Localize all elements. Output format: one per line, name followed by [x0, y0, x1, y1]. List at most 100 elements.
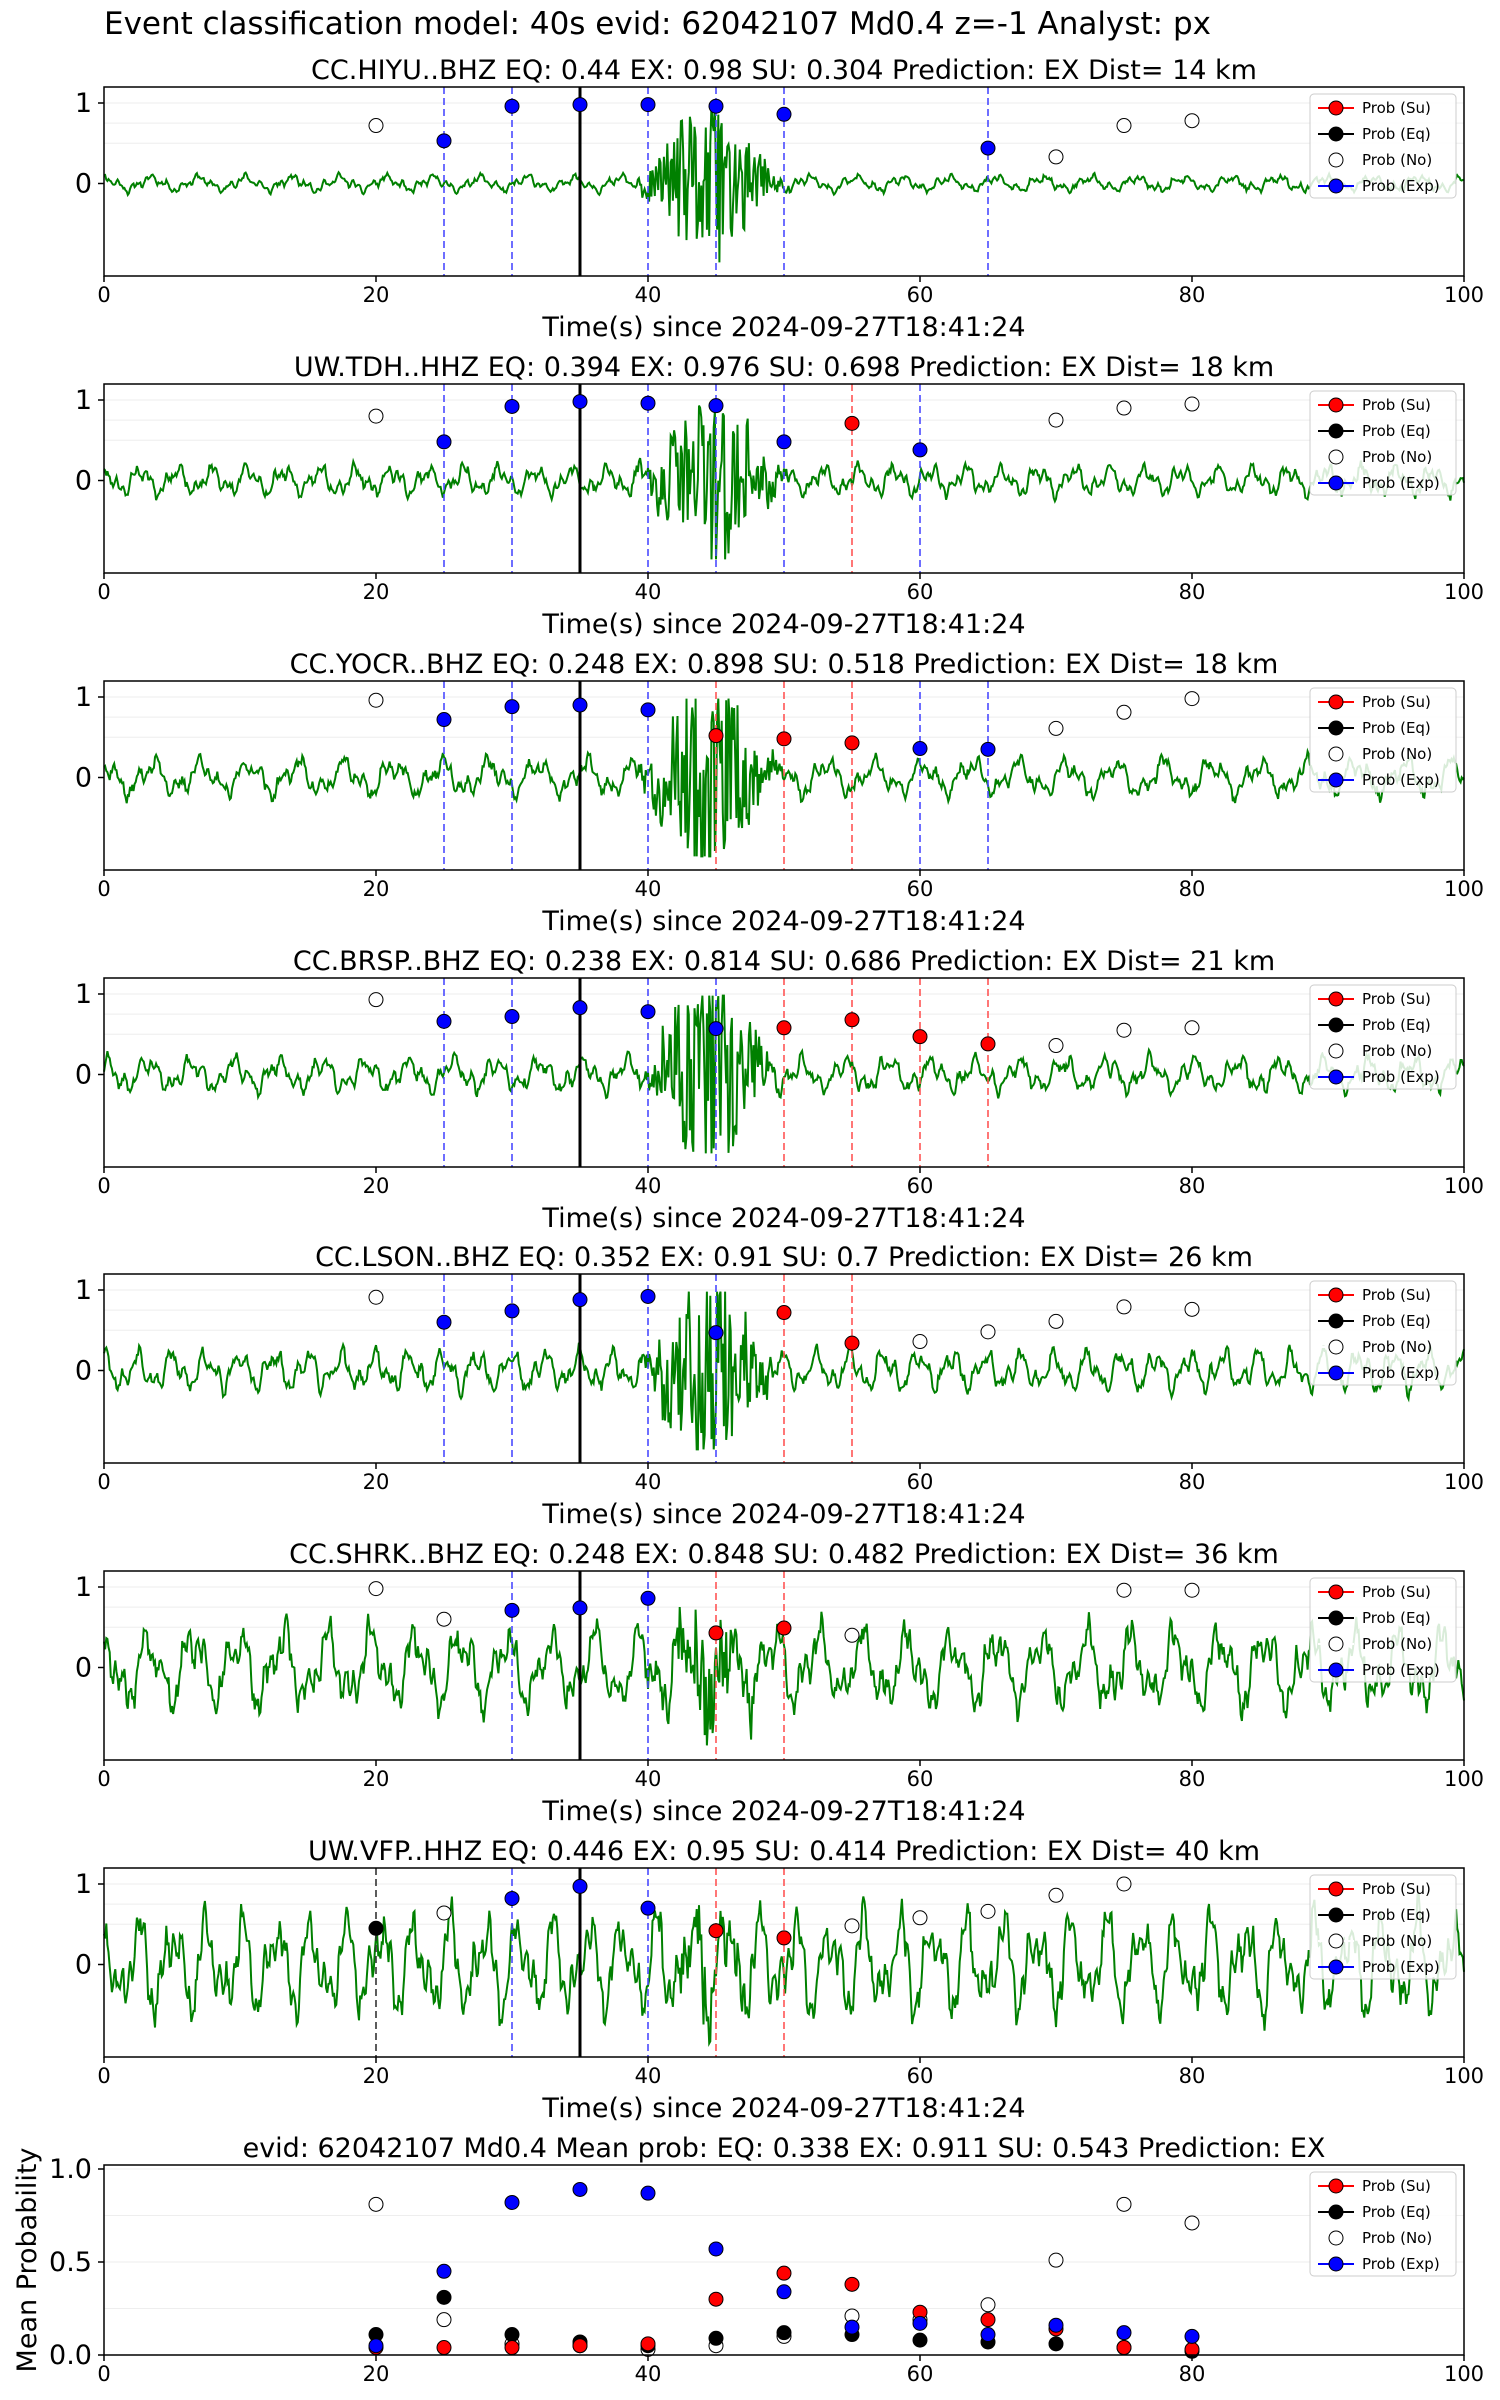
prob-exp-point — [640, 1900, 656, 1916]
x-tick-label: 100 — [1444, 877, 1484, 901]
legend-marker-su — [1328, 100, 1344, 116]
prob-no-point — [1116, 1022, 1132, 1038]
mean-exp-point — [1116, 2325, 1132, 2341]
x-tick-label: 40 — [635, 2064, 662, 2088]
x-tick-label: 40 — [635, 1470, 662, 1494]
prob-exp-point — [572, 1878, 588, 1894]
legend-label-eq: Prob (Eq) — [1362, 422, 1431, 440]
x-tick-label: 60 — [907, 283, 934, 307]
prob-su-point — [776, 1930, 792, 1946]
legend-box — [1309, 1577, 1457, 1683]
prob-exp-point — [572, 394, 588, 410]
panel-title: CC.SHRK..BHZ EQ: 0.248 EX: 0.848 SU: 0.4… — [289, 1539, 1279, 1570]
mean-exp-point — [640, 2185, 656, 2201]
y-tick-label: 1 — [75, 682, 92, 713]
legend-label-exp: Prob (Exp) — [1362, 177, 1440, 195]
x-axis-label: Time(s) since 2024-09-27T18:41:24 — [541, 1203, 1025, 1234]
axes-frame — [103, 86, 1465, 277]
x-tick-label: 0 — [97, 1767, 110, 1791]
prob-no-point — [1116, 1299, 1132, 1315]
legend-label-su: Prob (Su) — [1362, 1880, 1431, 1898]
axes-frame — [103, 383, 1465, 574]
y-tick-label: 1.0 — [49, 2154, 92, 2185]
legend-label-su: Prob (Su) — [1362, 693, 1431, 711]
legend-label-no: Prob (No) — [1362, 745, 1432, 763]
legend-label-exp: Prob (Exp) — [1362, 474, 1440, 492]
x-tick-label: 80 — [1179, 1767, 1206, 1791]
axes-frame — [103, 1867, 1465, 2058]
prob-exp-point — [708, 1325, 724, 1341]
x-axis-label: Time(s) since 2024-09-27T18:41:24 — [541, 906, 1025, 937]
prob-su-point — [844, 415, 860, 431]
legend-marker-su — [1328, 991, 1344, 1007]
prob-no-point — [368, 1581, 384, 1597]
legend-marker-exp — [1328, 1662, 1344, 1678]
x-tick-label: 20 — [363, 2362, 390, 2386]
legend-label-exp: Prob (Exp) — [1362, 1958, 1440, 1976]
prob-exp-point — [640, 1004, 656, 1020]
prob-exp-point — [912, 442, 928, 458]
x-tick-label: 20 — [363, 1470, 390, 1494]
mean-exp-point — [980, 2327, 996, 2343]
prob-no-point — [436, 1611, 452, 1627]
prob-exp-point — [708, 1021, 724, 1037]
legend-marker-eq — [1328, 126, 1344, 142]
y-tick-label: 0 — [75, 1950, 92, 1981]
legend-marker-su — [1328, 2178, 1344, 2194]
x-tick-label: 20 — [363, 580, 390, 604]
prob-no-point — [436, 1905, 452, 1921]
mean-eq-point — [776, 2325, 792, 2341]
legend-marker-no — [1328, 1339, 1344, 1355]
legend-marker-exp — [1328, 178, 1344, 194]
prob-exp-point — [504, 1890, 520, 1906]
y-tick-label: 0 — [75, 1356, 92, 1387]
x-tick-label: 80 — [1179, 1174, 1206, 1198]
prob-eq-point — [368, 1920, 384, 1936]
x-tick-label: 20 — [363, 283, 390, 307]
legend-marker-no — [1328, 1636, 1344, 1652]
mean-su-point — [844, 2276, 860, 2292]
waveform-trace — [103, 994, 1465, 1154]
x-tick-label: 0 — [97, 2064, 110, 2088]
legend-label-su: Prob (Su) — [1362, 2177, 1431, 2195]
prob-no-point — [1048, 720, 1064, 736]
prob-exp-point — [640, 395, 656, 411]
y-tick-label: 1 — [75, 1572, 92, 1603]
y-tick-label: 1 — [75, 88, 92, 119]
legend-label-no: Prob (No) — [1362, 1932, 1432, 1950]
prob-no-point — [912, 1910, 928, 1926]
legend-box — [1309, 2171, 1457, 2277]
legend-label-no: Prob (No) — [1362, 1635, 1432, 1653]
prob-exp-point — [980, 140, 996, 156]
x-axis-label: Time(s) since 2024-09-27T18:41:24 — [541, 1796, 1025, 1827]
panel-title: CC.YOCR..BHZ EQ: 0.248 EX: 0.898 SU: 0.5… — [290, 649, 1279, 680]
mean-su-point — [572, 2338, 588, 2354]
prob-exp-point — [504, 398, 520, 414]
x-tick-label: 100 — [1444, 580, 1484, 604]
x-tick-label: 100 — [1444, 2362, 1484, 2386]
mean-no-point — [1184, 2215, 1200, 2231]
prob-no-point — [368, 1289, 384, 1305]
prob-exp-point — [640, 1590, 656, 1606]
prob-exp-point — [436, 1013, 452, 1029]
legend-marker-no — [1328, 152, 1344, 168]
legend-label-no: Prob (No) — [1362, 448, 1432, 466]
mean-su-point — [708, 2291, 724, 2307]
legend-label-no: Prob (No) — [1362, 2229, 1432, 2247]
legend-box — [1309, 984, 1457, 1090]
panel-title: CC.LSON..BHZ EQ: 0.352 EX: 0.91 SU: 0.7 … — [315, 1242, 1253, 1273]
y-tick-label: 0.0 — [49, 2340, 92, 2371]
x-tick-label: 100 — [1444, 2064, 1484, 2088]
x-tick-label: 0 — [97, 2362, 110, 2386]
legend-label-eq: Prob (Eq) — [1362, 2203, 1431, 2221]
legend-box — [1309, 93, 1457, 199]
legend-label-eq: Prob (Eq) — [1362, 1312, 1431, 1330]
legend-marker-exp — [1328, 1365, 1344, 1381]
legend-label-eq: Prob (Eq) — [1362, 1609, 1431, 1627]
legend-marker-su — [1328, 1287, 1344, 1303]
x-tick-label: 80 — [1179, 877, 1206, 901]
waveform-trace — [103, 405, 1465, 560]
